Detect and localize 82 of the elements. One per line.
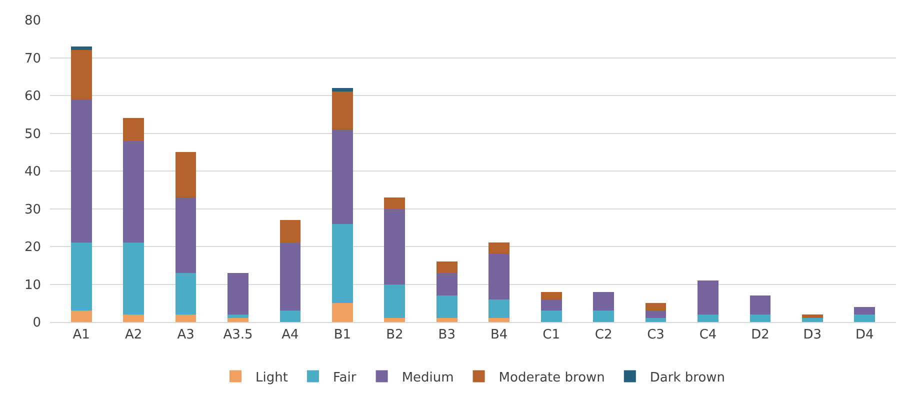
bar [175,197,196,273]
y-tick-label: 60 [24,89,41,104]
bar [854,314,876,322]
bar [175,152,196,198]
bar [228,318,248,322]
bar [70,99,92,243]
bar [488,242,510,254]
bar [750,314,771,322]
bar [384,197,406,209]
x-tick-label: C4 [699,328,717,343]
bar [698,314,718,322]
bar [854,306,876,314]
bar [698,280,718,314]
bar [802,314,823,318]
bar [593,310,614,322]
x-tick-label: C2 [594,328,612,343]
x-tick-label: A3 [177,328,194,343]
legend-label: Dark brown [650,370,726,386]
bar [540,299,562,311]
bar [280,310,301,322]
bar [280,220,301,243]
bar [436,272,458,296]
bar [436,318,458,322]
y-tick-label: 0 [32,316,41,331]
legend-label: Light [256,370,288,386]
x-tick-label: A1 [72,328,90,343]
bar [175,272,196,314]
bar [750,296,771,314]
bar [332,88,353,92]
x-tick-label: A2 [124,328,142,343]
bar [332,92,353,130]
x-tick-label: D3 [803,328,822,343]
x-tick-label: D2 [751,328,770,343]
x-tick-label: A4 [282,328,299,343]
bar [488,254,510,300]
x-tick-label: D4 [856,328,874,343]
bar [332,224,353,304]
bar [436,296,458,318]
bar [332,129,353,224]
bar [280,242,301,311]
bar [228,272,248,314]
y-tick-label: 70 [24,51,41,66]
y-tick-label: 10 [24,278,41,293]
bar [593,292,614,311]
x-tick-label: B3 [438,328,456,343]
bar [70,50,92,100]
bar [802,318,823,322]
bar [123,314,144,322]
legend-label: Moderate brown [498,370,605,386]
x-tick-label: B1 [334,328,352,343]
bar [488,318,510,322]
x-tick-label: B2 [386,328,404,343]
bar [70,46,92,50]
bar [123,118,144,141]
x-tick-label: A3.5 [223,328,253,343]
bar [645,310,666,318]
bar [228,314,248,318]
bar [540,310,562,322]
bar [332,303,353,322]
bar [384,208,406,284]
y-tick-label: 20 [24,240,41,256]
y-tick-label: 30 [24,202,41,218]
bar [488,299,510,318]
x-tick-label: B4 [490,328,508,343]
bar [645,318,666,322]
y-tick-label: 40 [24,164,41,180]
bar [384,318,406,322]
bar [175,314,196,322]
bar [70,242,92,311]
bar [645,303,666,311]
legend-label: Fair [332,370,357,386]
bar [540,292,562,300]
bar [123,140,144,243]
legend-label: Medium [402,370,454,386]
bar [384,284,406,318]
bar [70,310,92,322]
x-tick-label: C3 [647,328,664,343]
y-tick-label: 80 [24,14,41,29]
y-tick-label: 50 [24,126,41,142]
x-tick-label: C1 [542,328,560,343]
bar [436,262,458,273]
bar [123,242,144,314]
